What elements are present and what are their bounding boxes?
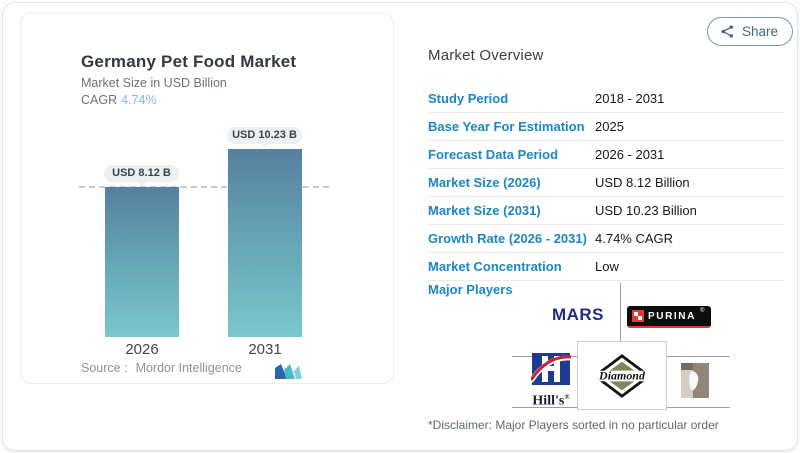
disclaimer-text: *Disclaimer: Major Players sorted in no …: [428, 418, 719, 432]
purina-wordmark: PURINA: [648, 310, 696, 322]
chart-header: Germany Pet Food Market Market Size in U…: [81, 51, 296, 109]
cagr-label: CAGR: [81, 93, 118, 107]
row-label: Market Size (2026): [428, 175, 541, 190]
mars-logo: MARS: [551, 305, 605, 324]
x-axis-label-2026: 2026: [125, 341, 159, 358]
table-row-study-period: Study Period 2018 - 2031: [428, 85, 785, 113]
diamond-logo: Diamond: [591, 353, 653, 398]
row-value: 2018 - 2031: [595, 91, 665, 106]
major-players-label: Major Players: [428, 282, 513, 297]
purina-registered-mark: ®: [699, 308, 705, 314]
unknown-player-logo: [681, 363, 709, 398]
row-value: 2026 - 2031: [595, 147, 665, 162]
x-axis-label-2031: 2031: [248, 341, 282, 358]
row-label: Study Period: [428, 91, 509, 106]
chart-cagr-line: CAGR 4.74%: [81, 92, 296, 109]
major-players-diagram: MARS PURINA ® Diamond: [430, 280, 790, 414]
reference-dashline: [79, 186, 329, 188]
market-size-chart-card: Germany Pet Food Market Market Size in U…: [20, 12, 394, 384]
overview-heading: Market Overview: [428, 47, 544, 64]
hills-registered-mark: ®: [564, 393, 570, 401]
source-label: Source :: [81, 361, 128, 375]
row-label: Market Concentration: [428, 259, 562, 274]
bar-2031: [228, 149, 302, 337]
chart-subtitle: Market Size in USD Billion: [81, 76, 227, 90]
share-nodes-icon: [721, 25, 734, 38]
table-row-market-size-2031: Market Size (2031) USD 10.23 Billion: [428, 197, 785, 225]
bar-2026: [105, 187, 179, 337]
row-value: USD 10.23 Billion: [595, 203, 697, 218]
chart-title: Germany Pet Food Market: [81, 52, 297, 71]
row-value: 2025: [595, 119, 624, 134]
purina-logo: PURINA ®: [627, 306, 711, 328]
source-value: Mordor Intelligence: [135, 361, 242, 375]
cagr-value: 4.74%: [121, 93, 157, 107]
diamond-wordmark: Diamond: [598, 368, 646, 382]
hills-square-icon: [528, 353, 572, 385]
table-row-market-concentration: Market Concentration Low: [428, 253, 785, 281]
hills-wordmark: Hill's®: [532, 393, 570, 409]
row-value: 4.74% CAGR: [595, 231, 674, 246]
share-button[interactable]: Share: [707, 17, 794, 46]
bar-value-label-2031: USD 10.23 B: [227, 127, 302, 148]
table-row-market-size-2026: Market Size (2026) USD 8.12 Billion: [428, 169, 785, 197]
overview-table: Study Period 2018 - 2031 Base Year For E…: [428, 85, 785, 281]
diamond-logo-box: Diamond: [577, 341, 667, 410]
row-label: Market Size (2031): [428, 203, 541, 218]
share-button-label: Share: [742, 24, 779, 39]
row-value: Low: [595, 259, 619, 274]
source-line: Source : Mordor Intelligence: [81, 361, 242, 375]
table-row-growth-rate: Growth Rate (2026 - 2031) 4.74% CAGR: [428, 225, 785, 253]
purina-checkerboard-icon: [632, 310, 644, 322]
connector-vertical-line: [620, 283, 621, 341]
table-row-base-year: Base Year For Estimation 2025: [428, 113, 785, 141]
bar-value-label-2026: USD 8.12 B: [104, 165, 179, 186]
row-label: Base Year For Estimation: [428, 119, 585, 134]
row-label: Growth Rate (2026 - 2031): [428, 231, 587, 246]
hills-logo: Hill's®: [528, 353, 573, 409]
row-label: Forecast Data Period: [428, 147, 559, 162]
table-row-forecast-period: Forecast Data Period 2026 - 2031: [428, 141, 785, 169]
row-value: USD 8.12 Billion: [595, 175, 690, 190]
mordor-intelligence-logo-icon: [275, 364, 302, 379]
